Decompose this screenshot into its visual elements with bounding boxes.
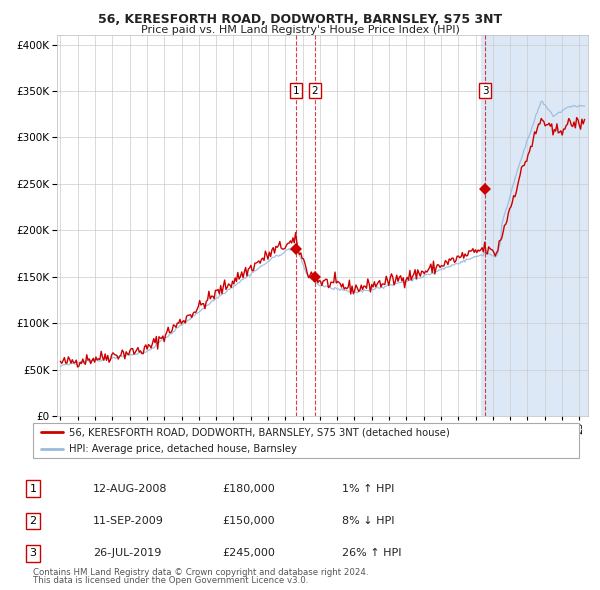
FancyBboxPatch shape (33, 423, 579, 458)
Text: 3: 3 (29, 549, 37, 558)
Text: 26% ↑ HPI: 26% ↑ HPI (342, 549, 401, 558)
Text: £150,000: £150,000 (222, 516, 275, 526)
Text: HPI: Average price, detached house, Barnsley: HPI: Average price, detached house, Barn… (68, 444, 296, 454)
Text: 3: 3 (482, 86, 488, 96)
Text: 2: 2 (29, 516, 37, 526)
Text: 8% ↓ HPI: 8% ↓ HPI (342, 516, 395, 526)
Text: 26-JUL-2019: 26-JUL-2019 (93, 549, 161, 558)
Text: £245,000: £245,000 (222, 549, 275, 558)
Text: 1: 1 (293, 86, 299, 96)
Bar (481, 35, 588, 416)
Text: £180,000: £180,000 (222, 484, 275, 493)
Text: 56, KERESFORTH ROAD, DODWORTH, BARNSLEY, S75 3NT: 56, KERESFORTH ROAD, DODWORTH, BARNSLEY,… (98, 13, 502, 26)
Text: 11-SEP-2009: 11-SEP-2009 (93, 516, 164, 526)
Text: 56, KERESFORTH ROAD, DODWORTH, BARNSLEY, S75 3NT (detached house): 56, KERESFORTH ROAD, DODWORTH, BARNSLEY,… (68, 427, 449, 437)
Text: 1% ↑ HPI: 1% ↑ HPI (342, 484, 394, 493)
Text: 12-AUG-2008: 12-AUG-2008 (93, 484, 167, 493)
Text: This data is licensed under the Open Government Licence v3.0.: This data is licensed under the Open Gov… (33, 576, 308, 585)
Text: Price paid vs. HM Land Registry's House Price Index (HPI): Price paid vs. HM Land Registry's House … (140, 25, 460, 35)
Text: 1: 1 (29, 484, 37, 493)
Text: Contains HM Land Registry data © Crown copyright and database right 2024.: Contains HM Land Registry data © Crown c… (33, 568, 368, 577)
Text: 2: 2 (311, 86, 318, 96)
